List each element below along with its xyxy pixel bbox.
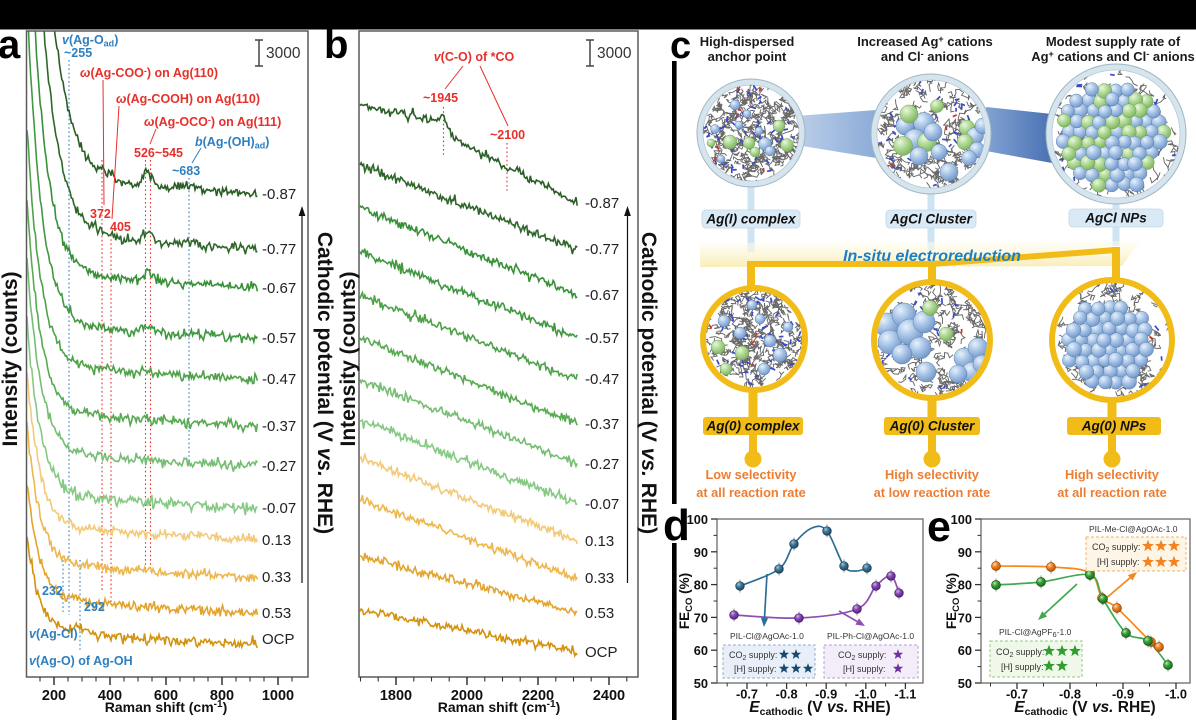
svg-text:Ag(0) NPs: Ag(0) NPs [1081, 419, 1147, 434]
svg-text:[H] supply:: [H] supply: [1097, 557, 1140, 567]
svg-text:OCP: OCP [262, 631, 295, 648]
svg-text:PIL-Me-Cl@AgOAc-1.0: PIL-Me-Cl@AgOAc-1.0 [1089, 524, 1178, 534]
svg-text:at low reaction rate: at low reaction rate [874, 485, 991, 500]
svg-text:AgCl NPs: AgCl NPs [1084, 211, 1147, 226]
svg-text:-0.67: -0.67 [262, 280, 296, 297]
svg-text:High selectivity: High selectivity [1065, 467, 1160, 482]
svg-text:1800: 1800 [380, 688, 412, 704]
svg-text:-0.27: -0.27 [585, 456, 619, 473]
svg-text:-0.37: -0.37 [262, 418, 296, 435]
svg-text:Raman shift (cm-1): Raman shift (cm-1) [105, 699, 228, 715]
svg-text:ω(Ag-COO-) on Ag(110): ω(Ag-COO-) on Ag(110) [80, 66, 218, 80]
svg-text:0.53: 0.53 [585, 605, 614, 622]
svg-text:PIL-Cl@AgOAc-1.0: PIL-Cl@AgOAc-1.0 [730, 631, 804, 641]
svg-text:Intensity (counts): Intensity (counts) [0, 271, 22, 446]
svg-text:Cathodic potential (V vs. RHE): Cathodic potential (V vs. RHE) [637, 232, 660, 534]
svg-text:80: 80 [958, 578, 972, 593]
svg-text:-1.1: -1.1 [894, 687, 916, 702]
svg-text:and Cl- anions: and Cl- anions [881, 49, 969, 64]
svg-text:Modest supply rate of: Modest supply rate of [1046, 34, 1181, 49]
svg-text:0.33: 0.33 [585, 570, 614, 587]
svg-text:Raman shift (cm-1): Raman shift (cm-1) [438, 699, 561, 715]
svg-text:Ag+ cations and Cl- anions: Ag+ cations and Cl- anions [1031, 49, 1195, 64]
svg-text:ω(Ag-COOH) on Ag(110): ω(Ag-COOH) on Ag(110) [116, 92, 260, 106]
svg-text:PIL-Ph-Cl@AgOAc-1.0: PIL-Ph-Cl@AgOAc-1.0 [827, 631, 914, 641]
svg-text:Increased Ag+ cations: Increased Ag+ cations [857, 34, 993, 49]
svg-text:60: 60 [958, 643, 972, 658]
svg-text:Ag(I) complex: Ag(I) complex [705, 212, 796, 227]
svg-text:0.13: 0.13 [585, 533, 614, 550]
svg-text:200: 200 [42, 688, 66, 704]
svg-text:2400: 2400 [593, 688, 625, 704]
svg-text:-0.67: -0.67 [585, 287, 619, 304]
svg-text:v(Ag-Cl): v(Ag-Cl) [29, 627, 78, 641]
svg-text:[H] supply:: [H] supply: [734, 664, 777, 674]
svg-text:AgCl Cluster: AgCl Cluster [889, 212, 973, 227]
svg-text:-0.77: -0.77 [585, 241, 619, 258]
svg-text:-0.87: -0.87 [585, 195, 619, 212]
svg-text:c: c [670, 25, 691, 67]
svg-text:b: b [324, 23, 348, 67]
svg-text:Intensity (counts): Intensity (counts) [337, 271, 360, 446]
svg-text:In-situ electroreduction: In-situ electroreduction [843, 248, 1021, 265]
svg-text:~1945: ~1945 [423, 91, 458, 105]
svg-text:~255: ~255 [64, 46, 92, 60]
svg-text:e: e [927, 503, 951, 551]
svg-text:526~545: 526~545 [134, 146, 183, 160]
svg-text:-0.57: -0.57 [585, 330, 619, 347]
svg-text:-0.57: -0.57 [262, 330, 296, 347]
svg-text:High selectivity: High selectivity [885, 467, 980, 482]
svg-text:0.13: 0.13 [262, 532, 291, 549]
svg-text:Ag(0) Cluster: Ag(0) Cluster [889, 419, 976, 434]
svg-text:50: 50 [694, 676, 708, 691]
svg-text:Low selectivity: Low selectivity [705, 467, 797, 482]
svg-text:[H] supply:: [H] supply: [1001, 662, 1044, 672]
svg-text:3000: 3000 [266, 45, 301, 62]
svg-text:3000: 3000 [597, 45, 632, 62]
svg-text:High-dispersed: High-dispersed [700, 34, 795, 49]
svg-text:anchor point: anchor point [708, 49, 787, 64]
svg-text:50: 50 [958, 676, 972, 691]
svg-text:0.53: 0.53 [262, 605, 291, 622]
svg-text:0.33: 0.33 [262, 569, 291, 586]
svg-text:-0.87: -0.87 [262, 186, 296, 203]
svg-text:292: 292 [84, 600, 105, 614]
svg-text:1000: 1000 [262, 688, 294, 704]
svg-text:-0.27: -0.27 [262, 458, 296, 475]
svg-text:232: 232 [42, 584, 63, 598]
svg-text:-0.37: -0.37 [585, 416, 619, 433]
svg-text:-1.0: -1.0 [1165, 687, 1187, 702]
svg-text:100: 100 [687, 512, 708, 527]
svg-text:60: 60 [694, 643, 708, 658]
svg-text:80: 80 [694, 578, 708, 593]
svg-text:90: 90 [958, 545, 972, 560]
svg-text:372: 372 [90, 207, 111, 221]
svg-text:v(Ag-O) of Ag-OH: v(Ag-O) of Ag-OH [29, 654, 133, 668]
svg-text:at all reaction rate: at all reaction rate [696, 485, 806, 500]
svg-text:-0.07: -0.07 [262, 500, 296, 517]
svg-text:a: a [0, 23, 21, 67]
svg-text:-0.07: -0.07 [585, 496, 619, 513]
svg-text:405: 405 [110, 220, 131, 234]
svg-text:v(C-O) of *CO: v(C-O) of *CO [434, 50, 515, 64]
svg-text:ω(Ag-OCO-) on Ag(111): ω(Ag-OCO-) on Ag(111) [144, 115, 281, 129]
svg-text:-0.8: -0.8 [776, 687, 798, 702]
svg-text:at all reaction rate: at all reaction rate [1057, 485, 1167, 500]
svg-text:~683: ~683 [172, 164, 200, 178]
svg-text:Cathodic potential (V vs. RHE): Cathodic potential (V vs. RHE) [313, 232, 336, 534]
svg-text:100: 100 [951, 512, 972, 527]
svg-text:[H] supply:: [H] supply: [843, 664, 886, 674]
svg-text:~2100: ~2100 [490, 128, 525, 142]
svg-text:90: 90 [694, 545, 708, 560]
svg-text:70: 70 [694, 610, 708, 625]
svg-text:OCP: OCP [585, 644, 618, 661]
svg-text:Ag(0) complex: Ag(0) complex [705, 419, 800, 434]
svg-text:-0.77: -0.77 [262, 241, 296, 258]
svg-text:-0.47: -0.47 [585, 371, 619, 388]
svg-text:-0.47: -0.47 [262, 371, 296, 388]
